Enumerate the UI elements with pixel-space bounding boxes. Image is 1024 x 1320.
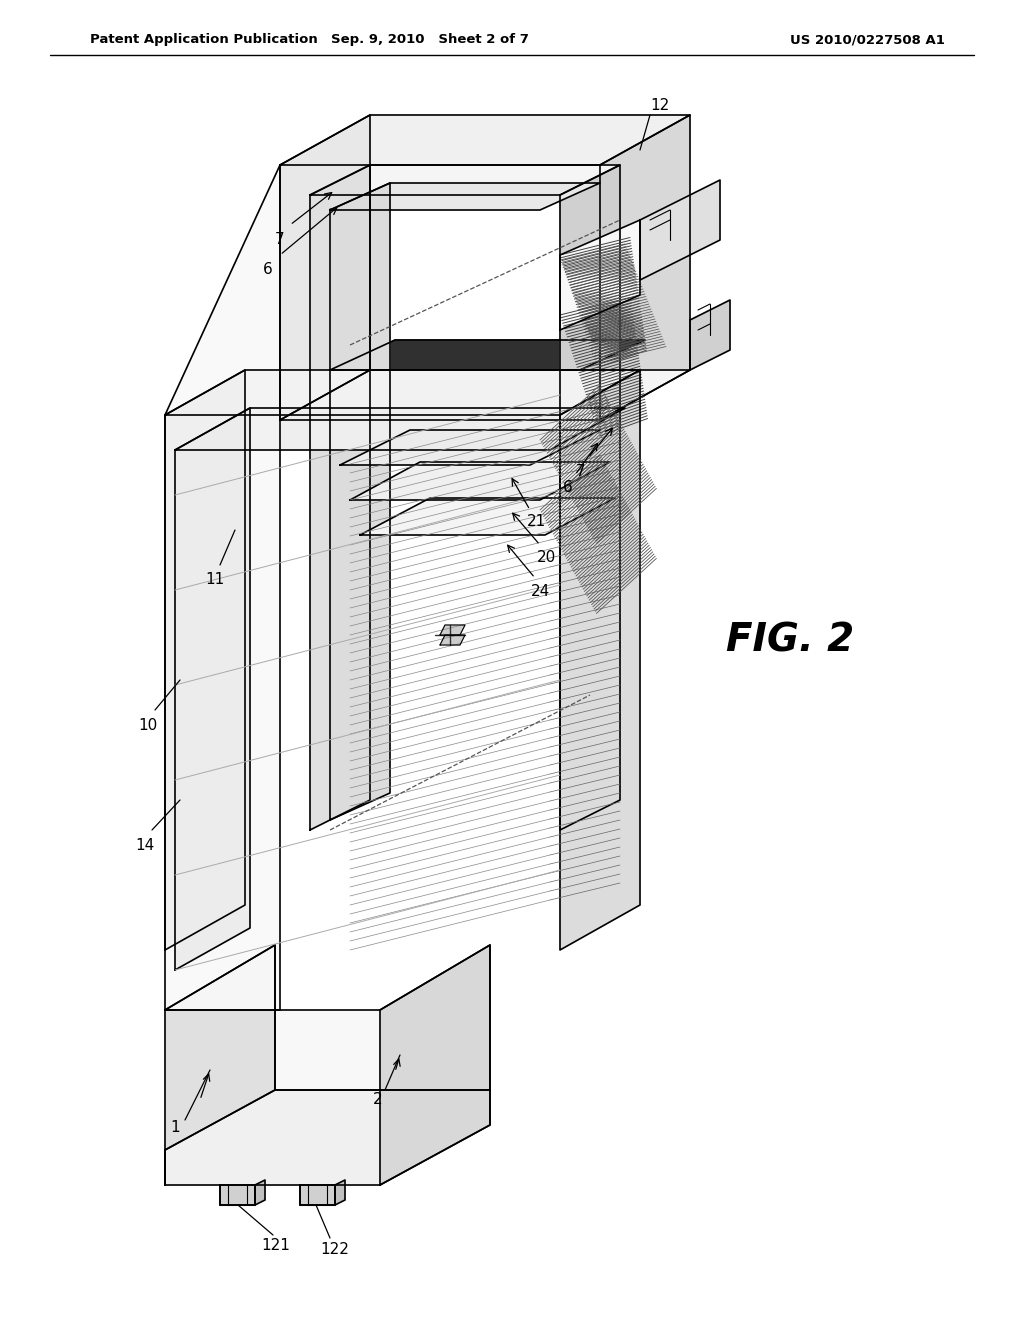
Polygon shape <box>380 945 490 1185</box>
Polygon shape <box>165 945 275 1185</box>
Polygon shape <box>330 183 600 210</box>
Text: 20: 20 <box>537 550 556 565</box>
Polygon shape <box>600 115 690 420</box>
Polygon shape <box>310 165 370 830</box>
Polygon shape <box>560 220 640 330</box>
Polygon shape <box>560 165 620 830</box>
Text: 24: 24 <box>530 585 550 599</box>
Polygon shape <box>335 1180 345 1205</box>
Polygon shape <box>280 115 370 420</box>
Polygon shape <box>165 165 280 1010</box>
Text: 121: 121 <box>261 1238 291 1253</box>
Polygon shape <box>640 180 720 280</box>
Polygon shape <box>560 370 640 950</box>
Polygon shape <box>280 115 690 165</box>
Text: 2: 2 <box>373 1093 383 1107</box>
Text: 21: 21 <box>527 515 547 529</box>
Text: 6: 6 <box>263 263 272 277</box>
Text: 10: 10 <box>138 718 158 733</box>
Polygon shape <box>255 1180 265 1205</box>
Polygon shape <box>220 1185 255 1205</box>
Text: 122: 122 <box>321 1242 349 1258</box>
Polygon shape <box>165 370 245 950</box>
Text: Sep. 9, 2010   Sheet 2 of 7: Sep. 9, 2010 Sheet 2 of 7 <box>331 33 529 46</box>
Polygon shape <box>300 1185 335 1205</box>
Polygon shape <box>310 165 620 195</box>
Polygon shape <box>360 498 615 535</box>
Polygon shape <box>440 624 465 635</box>
Text: 6: 6 <box>563 480 572 495</box>
Polygon shape <box>165 945 490 1090</box>
Text: Patent Application Publication: Patent Application Publication <box>90 33 317 46</box>
Text: US 2010/0227508 A1: US 2010/0227508 A1 <box>790 33 945 46</box>
Polygon shape <box>330 183 390 820</box>
Text: 12: 12 <box>650 98 670 112</box>
Polygon shape <box>165 1090 490 1185</box>
Text: 14: 14 <box>135 837 155 853</box>
Polygon shape <box>280 370 690 420</box>
Polygon shape <box>350 462 610 500</box>
Polygon shape <box>690 300 730 370</box>
Text: FIG. 2: FIG. 2 <box>726 620 854 659</box>
Text: 7: 7 <box>577 465 586 479</box>
Polygon shape <box>340 430 600 465</box>
Polygon shape <box>175 408 625 450</box>
Polygon shape <box>330 341 645 370</box>
Polygon shape <box>165 370 640 414</box>
Text: 7: 7 <box>275 232 285 248</box>
Polygon shape <box>440 635 465 645</box>
Polygon shape <box>175 408 250 970</box>
Text: 11: 11 <box>206 573 224 587</box>
Text: 1: 1 <box>170 1121 180 1135</box>
